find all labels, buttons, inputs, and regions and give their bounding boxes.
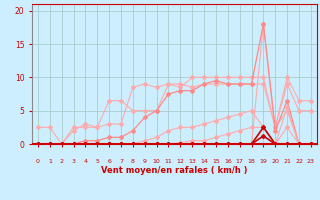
X-axis label: Vent moyen/en rafales ( km/h ): Vent moyen/en rafales ( km/h ) bbox=[101, 166, 248, 175]
